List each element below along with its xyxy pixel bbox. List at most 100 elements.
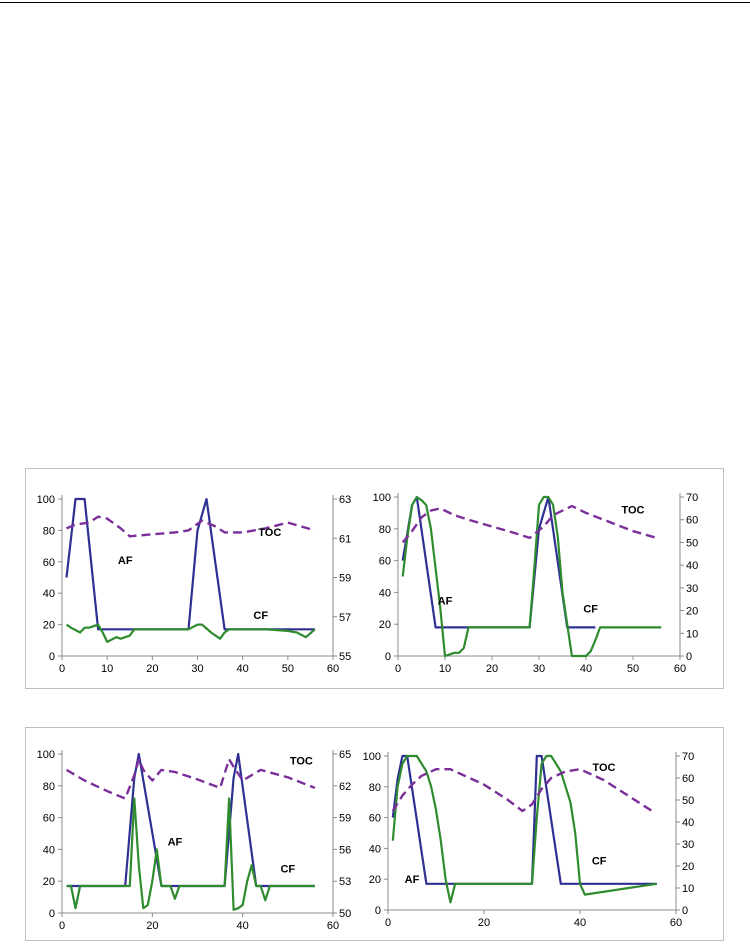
bottom-figure-frame xyxy=(25,727,724,941)
y-tick-label-left: 20 xyxy=(369,874,381,886)
series-label-af: AF xyxy=(438,595,453,607)
x-tick-label: 60 xyxy=(674,663,686,675)
y-tick-label-left: 0 xyxy=(49,908,55,920)
y-tick-label-right: 60 xyxy=(686,515,698,527)
x-tick-label: 50 xyxy=(627,663,639,675)
series-label-toc: TOC xyxy=(290,755,313,767)
x-tick-label: 40 xyxy=(237,663,249,675)
x-tick-label: 0 xyxy=(59,663,65,675)
y-tick-label-right: 20 xyxy=(682,861,694,873)
y-tick-label-left: 100 xyxy=(37,494,55,506)
x-tick-label: 50 xyxy=(282,663,294,675)
series-label-toc: TOC xyxy=(621,505,644,517)
y-tick-label-left: 0 xyxy=(385,651,391,663)
page-top-rule xyxy=(0,2,750,3)
y-tick-label-left: 0 xyxy=(49,651,55,663)
y-tick-label-left: 100 xyxy=(363,751,381,763)
y-tick-label-left: 40 xyxy=(369,843,381,855)
series-toc-line xyxy=(65,758,316,800)
y-tick-label-right: 20 xyxy=(686,606,698,618)
series-cf-line xyxy=(401,495,662,658)
y-tick-label-left: 0 xyxy=(375,905,381,917)
series-af-line xyxy=(391,754,657,885)
y-tick-label-right: 60 xyxy=(682,773,694,785)
x-tick-label: 40 xyxy=(580,663,592,675)
y-tick-label-left: 80 xyxy=(369,782,381,794)
y-tick-label-right: 50 xyxy=(682,795,694,807)
y-tick-label-right: 0 xyxy=(686,651,692,663)
series-label-af: AF xyxy=(168,836,183,848)
y-tick-label-right: 50 xyxy=(339,908,351,920)
y-tick-label-right: 70 xyxy=(686,492,698,504)
series-label-toc: TOC xyxy=(592,762,615,774)
series-toc-line xyxy=(391,768,653,813)
x-tick-label: 30 xyxy=(191,663,203,675)
y-tick-label-right: 59 xyxy=(339,813,351,825)
y-tick-label-right: 10 xyxy=(686,628,698,640)
y-tick-label-left: 80 xyxy=(379,524,391,536)
y-tick-label-right: 30 xyxy=(682,839,694,851)
y-tick-label-right: 65 xyxy=(339,749,351,761)
series-cf-line xyxy=(65,623,316,644)
y-tick-label-left: 100 xyxy=(373,492,391,504)
y-tick-label-right: 59 xyxy=(339,573,351,585)
y-tick-label-right: 62 xyxy=(339,781,351,793)
y-tick-label-left: 40 xyxy=(379,587,391,599)
series-label-af: AF xyxy=(118,555,133,567)
x-tick-label: 0 xyxy=(385,917,391,929)
y-tick-label-left: 60 xyxy=(369,813,381,825)
y-tick-label-right: 10 xyxy=(682,883,694,895)
y-tick-label-left: 80 xyxy=(43,525,55,537)
y-tick-label-right: 40 xyxy=(686,560,698,572)
y-tick-label-right: 40 xyxy=(682,817,694,829)
y-tick-label-right: 50 xyxy=(686,537,698,549)
y-tick-label-left: 100 xyxy=(37,749,55,761)
x-tick-label: 10 xyxy=(439,663,451,675)
x-tick-label: 60 xyxy=(670,917,682,929)
y-tick-label-left: 60 xyxy=(43,557,55,569)
y-tick-label-right: 56 xyxy=(339,844,351,856)
x-tick-label: 60 xyxy=(327,663,339,675)
x-tick-label: 0 xyxy=(59,920,65,932)
x-tick-label: 40 xyxy=(574,917,586,929)
series-label-cf: CF xyxy=(592,856,607,868)
y-tick-label-left: 40 xyxy=(43,588,55,600)
y-tick-label-right: 0 xyxy=(682,905,688,917)
series-cf-line xyxy=(66,797,315,911)
series-label-cf: CF xyxy=(280,863,295,875)
series-label-cf: CF xyxy=(583,603,598,615)
x-tick-label: 40 xyxy=(237,920,249,932)
y-tick-label-left: 20 xyxy=(43,876,55,888)
y-tick-label-left: 60 xyxy=(379,556,391,568)
x-tick-label: 60 xyxy=(327,920,339,932)
series-toc-line xyxy=(66,515,316,538)
y-tick-label-left: 20 xyxy=(379,619,391,631)
y-tick-label-left: 60 xyxy=(43,813,55,825)
x-tick-label: 20 xyxy=(146,920,158,932)
y-tick-label-right: 63 xyxy=(339,494,351,506)
top-figure-frame xyxy=(25,468,724,689)
y-tick-label-left: 20 xyxy=(43,620,55,632)
series-label-cf: CF xyxy=(253,610,268,622)
y-tick-label-left: 40 xyxy=(43,844,55,856)
y-tick-label-right: 61 xyxy=(339,533,351,545)
y-tick-label-left: 80 xyxy=(43,781,55,793)
series-label-toc: TOC xyxy=(258,527,281,539)
x-tick-label: 10 xyxy=(101,663,113,675)
x-tick-label: 20 xyxy=(146,663,158,675)
series-cf-line xyxy=(391,754,657,904)
x-tick-label: 30 xyxy=(533,663,545,675)
x-tick-label: 20 xyxy=(478,917,490,929)
y-tick-label-right: 55 xyxy=(339,651,351,663)
x-tick-label: 0 xyxy=(395,663,401,675)
x-tick-label: 20 xyxy=(486,663,498,675)
series-label-af: AF xyxy=(405,874,420,886)
y-tick-label-right: 30 xyxy=(686,583,698,595)
y-tick-label-right: 53 xyxy=(339,876,351,888)
y-tick-label-right: 57 xyxy=(339,612,351,624)
y-tick-label-right: 70 xyxy=(682,751,694,763)
